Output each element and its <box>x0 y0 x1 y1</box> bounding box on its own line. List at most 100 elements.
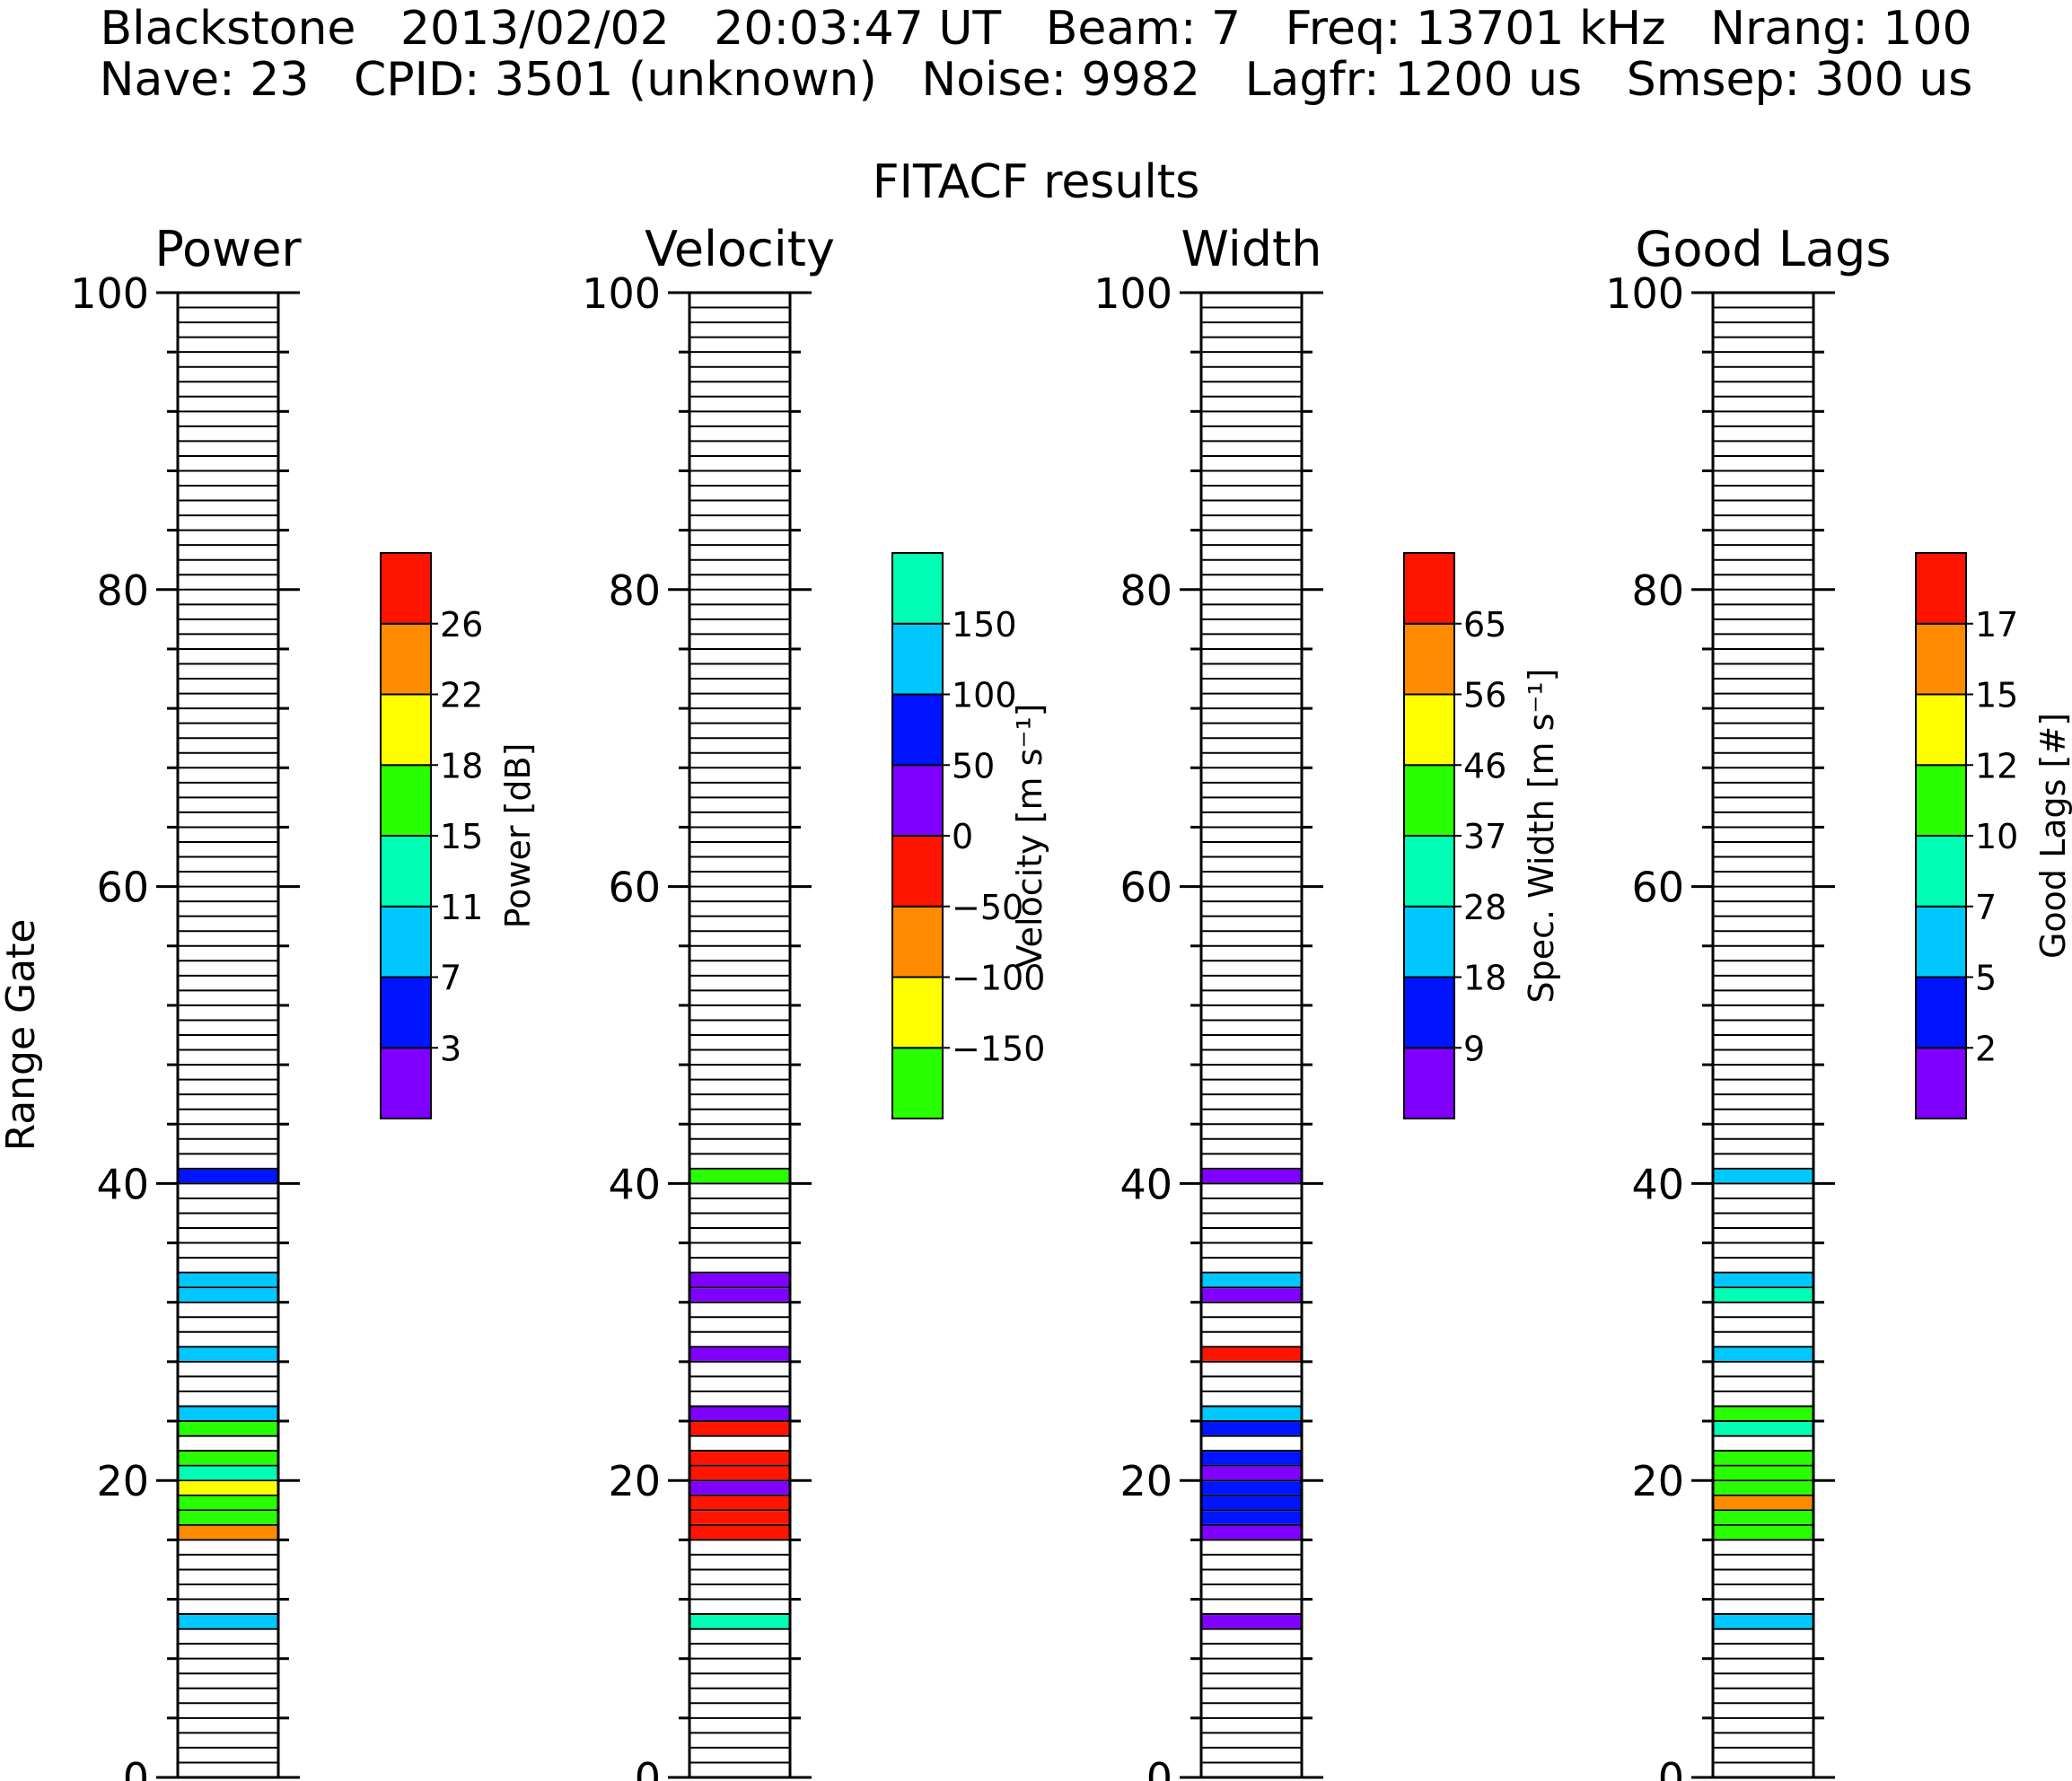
y-tick-label: 20 <box>1119 1457 1172 1505</box>
data-cell <box>689 1481 790 1495</box>
colorbar-segment <box>891 905 944 978</box>
data-cell <box>1713 1496 1813 1510</box>
colorbar-segment <box>891 764 944 837</box>
data-cell <box>178 1466 278 1480</box>
colorbar-label: Spec. Width [m s⁻¹] <box>1522 669 1561 1004</box>
data-cell <box>1713 1273 1813 1287</box>
data-cell <box>178 1407 278 1421</box>
y-tick-label: 100 <box>70 269 149 318</box>
data-cell <box>178 1511 278 1524</box>
y-tick-label: 80 <box>96 566 149 615</box>
data-cell <box>178 1169 278 1183</box>
data-cell <box>1713 1347 1813 1361</box>
header-line-2: Nave: 23 CPID: 3501 (unknown) Noise: 998… <box>99 53 1973 107</box>
y-tick-label: 40 <box>1631 1160 1684 1208</box>
colorbar-segment <box>1915 976 1967 1049</box>
data-cell <box>689 1496 790 1510</box>
colorbar-segment <box>891 1047 944 1119</box>
colorbar-tick-label: 15 <box>440 817 483 856</box>
y-tick-label: 60 <box>96 864 149 912</box>
colorbar-segment <box>1403 622 1455 696</box>
colorbar-segment <box>891 693 944 767</box>
y-tick-label: 40 <box>96 1160 149 1208</box>
y-tick-label: 0 <box>1658 1754 1684 1781</box>
data-cell <box>178 1496 278 1510</box>
data-cell <box>1713 1422 1813 1435</box>
colorbar-segment <box>380 764 432 837</box>
data-cell <box>689 1407 790 1421</box>
colorbar-segment <box>1403 552 1455 625</box>
header-line-1: Blackstone 2013/02/02 20:03:47 UT Beam: … <box>100 2 1972 56</box>
colorbar-tick-label: 17 <box>1975 605 2018 645</box>
colorbar-tick-label: 9 <box>1463 1029 1485 1068</box>
colorbar-tick-label: 18 <box>1463 959 1506 998</box>
colorbar-segment <box>891 622 944 696</box>
colorbar-segment <box>1403 905 1455 978</box>
data-cell <box>178 1422 278 1435</box>
colorbar-segment <box>1403 764 1455 837</box>
colorbar-segment <box>1403 1047 1455 1119</box>
data-cell <box>1201 1481 1302 1495</box>
colorbar-segment <box>891 552 944 625</box>
y-tick-label: 100 <box>1605 269 1684 318</box>
data-cell <box>1201 1347 1302 1361</box>
data-cell <box>1201 1525 1302 1540</box>
y-tick-label: 0 <box>1146 1754 1172 1781</box>
colorbar-segment <box>1915 622 1967 696</box>
colorbar-tick-label: 150 <box>952 605 1017 645</box>
data-cell <box>1713 1452 1813 1465</box>
colorbar-tick-label: 28 <box>1463 888 1506 927</box>
colorbar-segment <box>380 905 432 978</box>
colorbar-tick-label: 12 <box>1975 746 2018 785</box>
colorbar-segment <box>891 835 944 908</box>
colorbar-label: Velocity [m s⁻¹] <box>1010 704 1049 969</box>
data-cell <box>1201 1169 1302 1183</box>
y-tick-label: 0 <box>123 1754 149 1781</box>
data-cell <box>689 1615 790 1628</box>
data-cell <box>689 1525 790 1540</box>
colorbar-label: Good Lags [#] <box>2033 713 2072 959</box>
y-tick-label: 20 <box>608 1457 661 1505</box>
colorbar-segment <box>1403 976 1455 1049</box>
panel-title: Power <box>154 221 302 277</box>
y-tick-label: 60 <box>1119 864 1172 912</box>
data-cell <box>1201 1452 1302 1465</box>
y-tick-label: 80 <box>1119 566 1172 615</box>
colorbar-segment <box>1915 764 1967 837</box>
panel-good-lags: Good Lags 0 20 40 60 80 100 2 5 7 10 12 15 17 Good Lag… <box>1605 221 2072 1781</box>
data-cell <box>1201 1407 1302 1421</box>
colorbar-tick-label: 3 <box>440 1029 461 1068</box>
data-cell <box>689 1452 790 1465</box>
colorbar-segment <box>1915 1047 1967 1119</box>
y-tick-label: 80 <box>608 566 661 615</box>
colorbar-segment <box>1403 693 1455 767</box>
colorbar-segment <box>1915 552 1967 625</box>
colorbar-label: Power [dB] <box>498 743 538 929</box>
data-cell <box>178 1273 278 1287</box>
data-cell <box>178 1452 278 1465</box>
data-cell <box>689 1288 790 1302</box>
data-cell <box>1201 1511 1302 1524</box>
plot-frame <box>1199 291 1304 1779</box>
colorbar-tick-label: 37 <box>1463 817 1506 856</box>
colorbar-tick-label: 65 <box>1463 605 1506 645</box>
data-cell <box>1713 1407 1813 1421</box>
colorbar-tick-label: 26 <box>440 605 483 645</box>
data-cell <box>689 1466 790 1480</box>
y-tick-label: 80 <box>1631 566 1684 615</box>
data-cell <box>1201 1422 1302 1435</box>
colorbar-tick-label: 10 <box>1975 817 2018 856</box>
data-cell <box>178 1481 278 1495</box>
colorbar-tick-label: 5 <box>1975 959 1997 998</box>
range-gate-label: Range Gate <box>0 919 44 1152</box>
plot-frame <box>1711 291 1815 1779</box>
y-tick-label: 0 <box>635 1754 661 1781</box>
colorbar-tick-label: 22 <box>440 676 483 715</box>
data-cell <box>1201 1615 1302 1628</box>
colorbar-tick-label: 7 <box>440 959 461 998</box>
header-line-3: FITACF results <box>872 155 1200 209</box>
data-cell <box>1713 1288 1813 1302</box>
data-cell <box>178 1525 278 1540</box>
plot-frame <box>688 291 792 1779</box>
